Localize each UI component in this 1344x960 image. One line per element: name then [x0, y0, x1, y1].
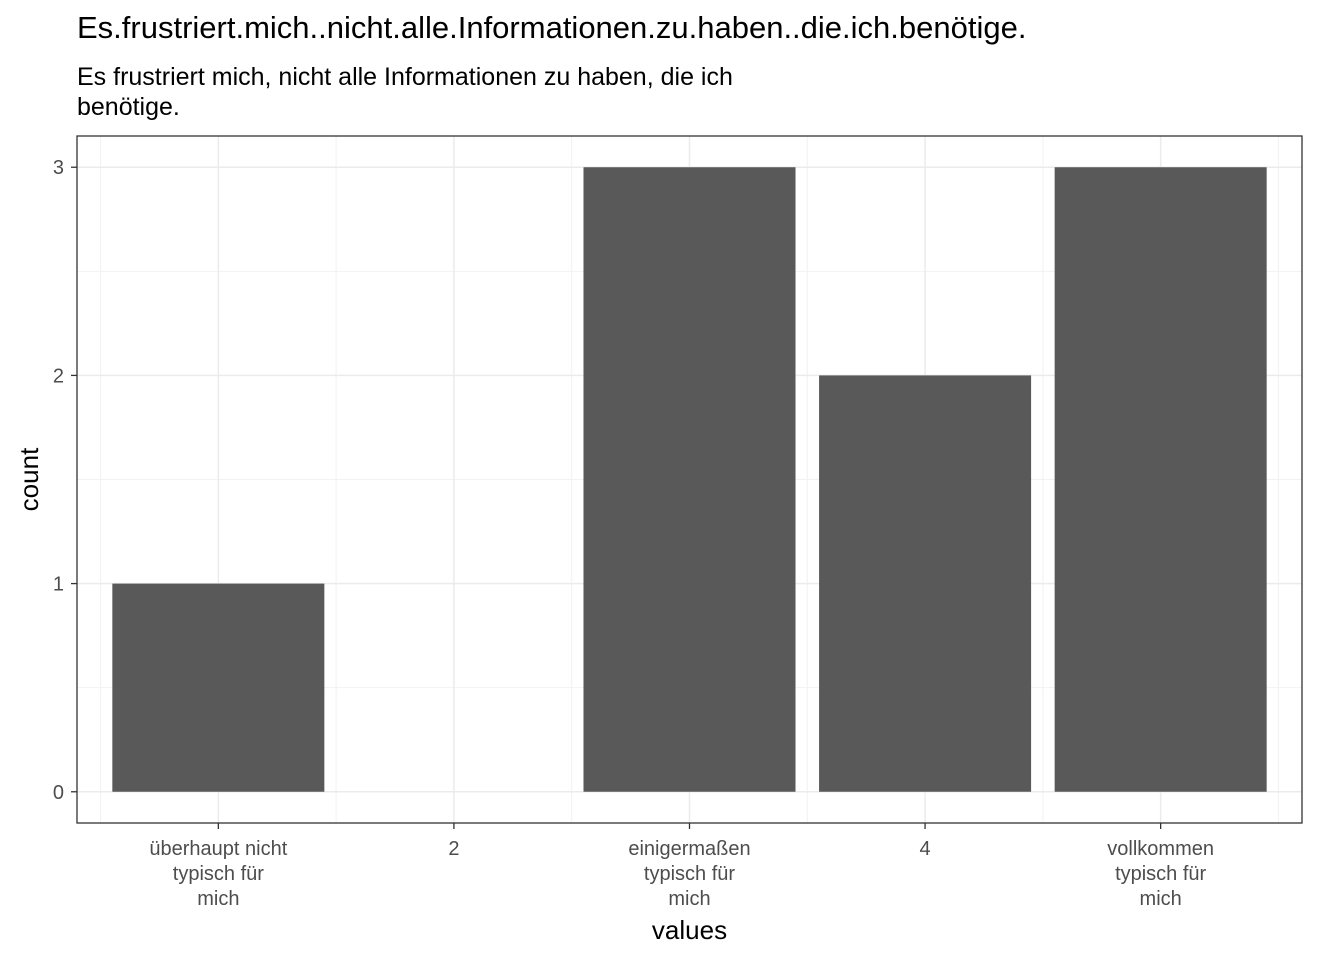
- y-axis-title: count: [14, 447, 44, 511]
- chart-subtitle-line-2: benötige.: [77, 93, 180, 121]
- bars: [112, 167, 1267, 792]
- y-axis: 0 1 2 3: [53, 157, 77, 804]
- y-tick-label: 3: [53, 157, 64, 179]
- bar: [819, 375, 1032, 792]
- y-tick-label: 1: [53, 574, 64, 596]
- x-tick-label: einigermaßen typisch für mich: [628, 838, 750, 910]
- bar: [583, 167, 796, 792]
- bar: [112, 583, 325, 792]
- x-axis-title: values: [652, 915, 727, 945]
- x-tick-label: vollkommen typisch für mich: [1107, 838, 1214, 910]
- x-tick-label: überhaupt nicht typisch für mich: [149, 838, 287, 910]
- chart-title: Es.frustriert.mich..nicht.alle.Informati…: [77, 10, 1027, 45]
- x-axis: überhaupt nicht typisch für mich 2 einigerma…: [149, 823, 1214, 910]
- chart-subtitle: Es frustriert mich, nicht alle Informati…: [77, 62, 877, 122]
- bar: [1054, 167, 1267, 792]
- x-tick-label: 2: [448, 838, 459, 860]
- y-tick-label: 0: [53, 782, 64, 804]
- x-tick-label: 4: [920, 838, 931, 860]
- chart-subtitle-line-1: Es frustriert mich, nicht alle Informati…: [77, 63, 733, 91]
- y-tick-label: 2: [53, 365, 64, 387]
